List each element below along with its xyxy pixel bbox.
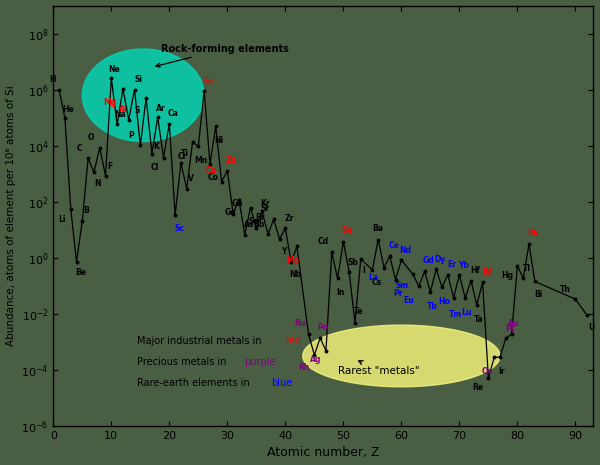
Text: Ta: Ta: [474, 314, 484, 324]
Text: Tb: Tb: [427, 301, 437, 311]
Text: Ne: Ne: [109, 65, 120, 74]
Text: Ca: Ca: [168, 109, 179, 119]
Text: P: P: [129, 131, 134, 140]
Text: Ga: Ga: [232, 199, 243, 208]
Text: Nb: Nb: [289, 270, 301, 279]
Text: Y: Y: [281, 247, 286, 256]
Text: Co: Co: [208, 173, 218, 182]
Text: Th: Th: [560, 285, 571, 294]
Text: Er: Er: [448, 260, 457, 269]
Text: Hf: Hf: [470, 266, 480, 275]
Text: K: K: [153, 142, 159, 152]
Text: red: red: [285, 336, 301, 345]
Text: Ba: Ba: [373, 225, 383, 233]
Text: Pt: Pt: [505, 324, 515, 333]
Text: Sn: Sn: [342, 226, 353, 235]
Text: Bi: Bi: [535, 290, 543, 299]
Text: Tl: Tl: [523, 264, 531, 273]
Text: Dy: Dy: [434, 255, 446, 264]
Text: blue: blue: [271, 378, 293, 388]
Text: Major industrial metals in: Major industrial metals in: [137, 336, 265, 345]
Text: Nd: Nd: [400, 246, 412, 255]
Text: Mo: Mo: [286, 256, 299, 265]
Text: Sr: Sr: [260, 204, 269, 213]
Text: Gd: Gd: [423, 256, 434, 265]
Text: S: S: [135, 106, 140, 115]
Text: Mn: Mn: [194, 156, 208, 165]
Text: Sb: Sb: [348, 258, 359, 267]
Text: Cd: Cd: [317, 237, 329, 246]
Text: Ir: Ir: [499, 366, 505, 376]
Text: Mg: Mg: [104, 98, 117, 107]
Text: V: V: [188, 174, 194, 183]
Text: Br: Br: [256, 213, 265, 222]
Text: Tm: Tm: [449, 310, 462, 319]
Text: W: W: [482, 268, 491, 277]
Text: Rare-earth elements in: Rare-earth elements in: [137, 378, 253, 388]
Text: Cs: Cs: [371, 278, 382, 287]
Text: Rarest "metals": Rarest "metals": [338, 361, 419, 376]
Text: purple: purple: [244, 357, 276, 366]
Text: As: As: [244, 220, 254, 229]
Text: Sc: Sc: [174, 224, 184, 233]
Text: Be: Be: [76, 268, 86, 278]
Polygon shape: [303, 325, 500, 387]
Text: Fe: Fe: [203, 77, 214, 86]
Text: Zr: Zr: [285, 214, 294, 223]
Text: O: O: [88, 133, 94, 142]
Text: I: I: [362, 266, 365, 275]
Text: U: U: [588, 323, 594, 332]
Text: Rock-forming elements: Rock-forming elements: [156, 44, 289, 67]
Text: He: He: [62, 105, 74, 114]
Text: Ni: Ni: [214, 136, 223, 145]
Text: C: C: [77, 144, 82, 153]
Text: N: N: [95, 179, 101, 188]
Text: Pd: Pd: [317, 323, 329, 332]
Text: Ce: Ce: [388, 241, 399, 250]
Text: Se: Se: [248, 217, 259, 226]
Text: Ge: Ge: [224, 208, 236, 217]
Text: Na: Na: [114, 110, 126, 119]
Text: Pr: Pr: [394, 289, 403, 298]
Text: Li: Li: [58, 215, 66, 224]
Text: Rb: Rb: [254, 219, 265, 229]
Text: Si: Si: [134, 75, 143, 84]
Text: Cr: Cr: [178, 152, 187, 160]
Text: Kr: Kr: [260, 199, 270, 207]
X-axis label: Atomic number, Z: Atomic number, Z: [267, 446, 379, 459]
Text: Zn: Zn: [225, 156, 236, 165]
Polygon shape: [82, 49, 204, 141]
Text: In: In: [336, 288, 344, 297]
Text: Te: Te: [354, 307, 364, 316]
Text: Ho: Ho: [438, 297, 449, 306]
Text: Hg: Hg: [501, 271, 513, 280]
Text: Lu: Lu: [462, 307, 472, 317]
Text: Ru: Ru: [294, 319, 305, 328]
Text: Cl: Cl: [151, 163, 159, 172]
Text: F: F: [107, 161, 112, 171]
Text: Rh: Rh: [298, 363, 310, 372]
Text: Sm: Sm: [396, 281, 409, 290]
Text: Au: Au: [508, 319, 519, 328]
Text: B: B: [83, 206, 89, 215]
Text: La: La: [368, 273, 379, 282]
Text: Eu: Eu: [403, 296, 414, 305]
Text: H: H: [49, 75, 55, 84]
Y-axis label: Abundance, atoms of element per 10⁶ atoms of Si: Abundance, atoms of element per 10⁶ atom…: [5, 86, 16, 346]
Text: Pb: Pb: [527, 229, 539, 238]
Text: Ag: Ag: [310, 355, 321, 364]
Text: Yb: Yb: [458, 260, 469, 270]
Text: Precious metals in: Precious metals in: [137, 357, 230, 366]
Text: Cu: Cu: [206, 166, 217, 175]
Text: Ti: Ti: [181, 149, 189, 158]
Text: Ar: Ar: [156, 104, 166, 113]
Text: Os: Os: [482, 367, 493, 376]
Text: Re: Re: [472, 383, 484, 392]
Text: Al: Al: [119, 105, 127, 113]
